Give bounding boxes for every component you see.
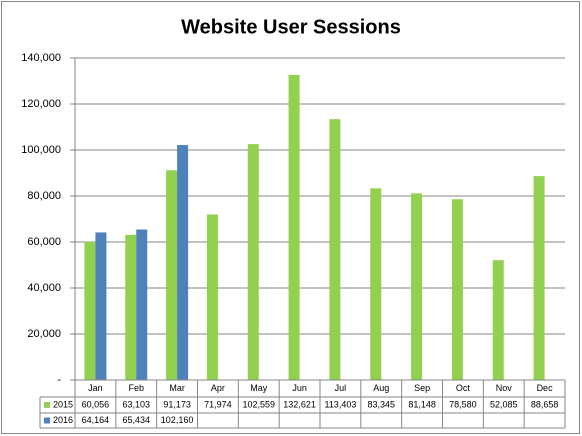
data-table-value: 78,580 <box>449 399 477 409</box>
y-tick-label: - <box>57 374 61 386</box>
data-table-value: 81,148 <box>408 399 436 409</box>
legend-swatch <box>44 402 50 408</box>
x-tick-label: May <box>250 383 268 393</box>
x-tick-label: Jul <box>335 383 347 393</box>
data-table-value: 102,559 <box>242 399 275 409</box>
data-table-value: 88,658 <box>531 399 559 409</box>
data-table-value: 71,974 <box>204 399 232 409</box>
bar <box>95 232 107 380</box>
y-tick-label: 60,000 <box>27 236 61 248</box>
bar <box>411 193 423 380</box>
x-tick-label: Jan <box>88 383 103 393</box>
data-table-value: 65,434 <box>122 415 150 425</box>
data-table-value: 63,103 <box>122 399 150 409</box>
x-tick-label: Feb <box>128 383 144 393</box>
bar <box>247 144 259 380</box>
data-table-value: 102,160 <box>161 415 194 425</box>
data-table-value: 91,173 <box>163 399 191 409</box>
chart-title: Website User Sessions <box>181 16 401 38</box>
x-tick-label: Sep <box>414 383 430 393</box>
y-tick-label: 80,000 <box>27 190 61 202</box>
bar <box>370 188 382 380</box>
legend-label: 2016 <box>53 415 73 425</box>
bar <box>136 229 148 380</box>
bar <box>492 260 504 380</box>
bar <box>533 176 545 380</box>
legend-label: 2015 <box>53 399 73 409</box>
data-table-value: 83,345 <box>367 399 395 409</box>
y-tick-label: 20,000 <box>27 328 61 340</box>
bar <box>206 214 218 380</box>
bar <box>288 74 300 380</box>
data-table-value: 60,056 <box>82 399 110 409</box>
x-tick-label: Dec <box>537 383 554 393</box>
data-table-value: 132,621 <box>283 399 316 409</box>
x-tick-label: Aug <box>373 383 389 393</box>
x-tick-label: Oct <box>456 383 471 393</box>
bar <box>125 234 137 380</box>
y-tick-label: 120,000 <box>21 98 61 110</box>
x-tick-label: Jun <box>292 383 307 393</box>
bar <box>166 170 178 380</box>
bar <box>451 199 463 380</box>
y-tick-label: 100,000 <box>21 144 61 156</box>
data-table-value: 52,085 <box>490 399 518 409</box>
bar <box>329 119 341 381</box>
data-table-value: 113,403 <box>324 399 356 409</box>
data-table-value: 64,164 <box>82 415 110 425</box>
x-tick-label: Nov <box>496 383 513 393</box>
y-tick-label: 40,000 <box>27 282 61 294</box>
legend-swatch <box>44 417 50 424</box>
y-tick-label: 140,000 <box>21 52 61 64</box>
x-tick-label: Apr <box>211 383 225 393</box>
bar <box>84 241 96 380</box>
bar <box>177 145 189 380</box>
x-tick-label: Mar <box>169 383 185 393</box>
